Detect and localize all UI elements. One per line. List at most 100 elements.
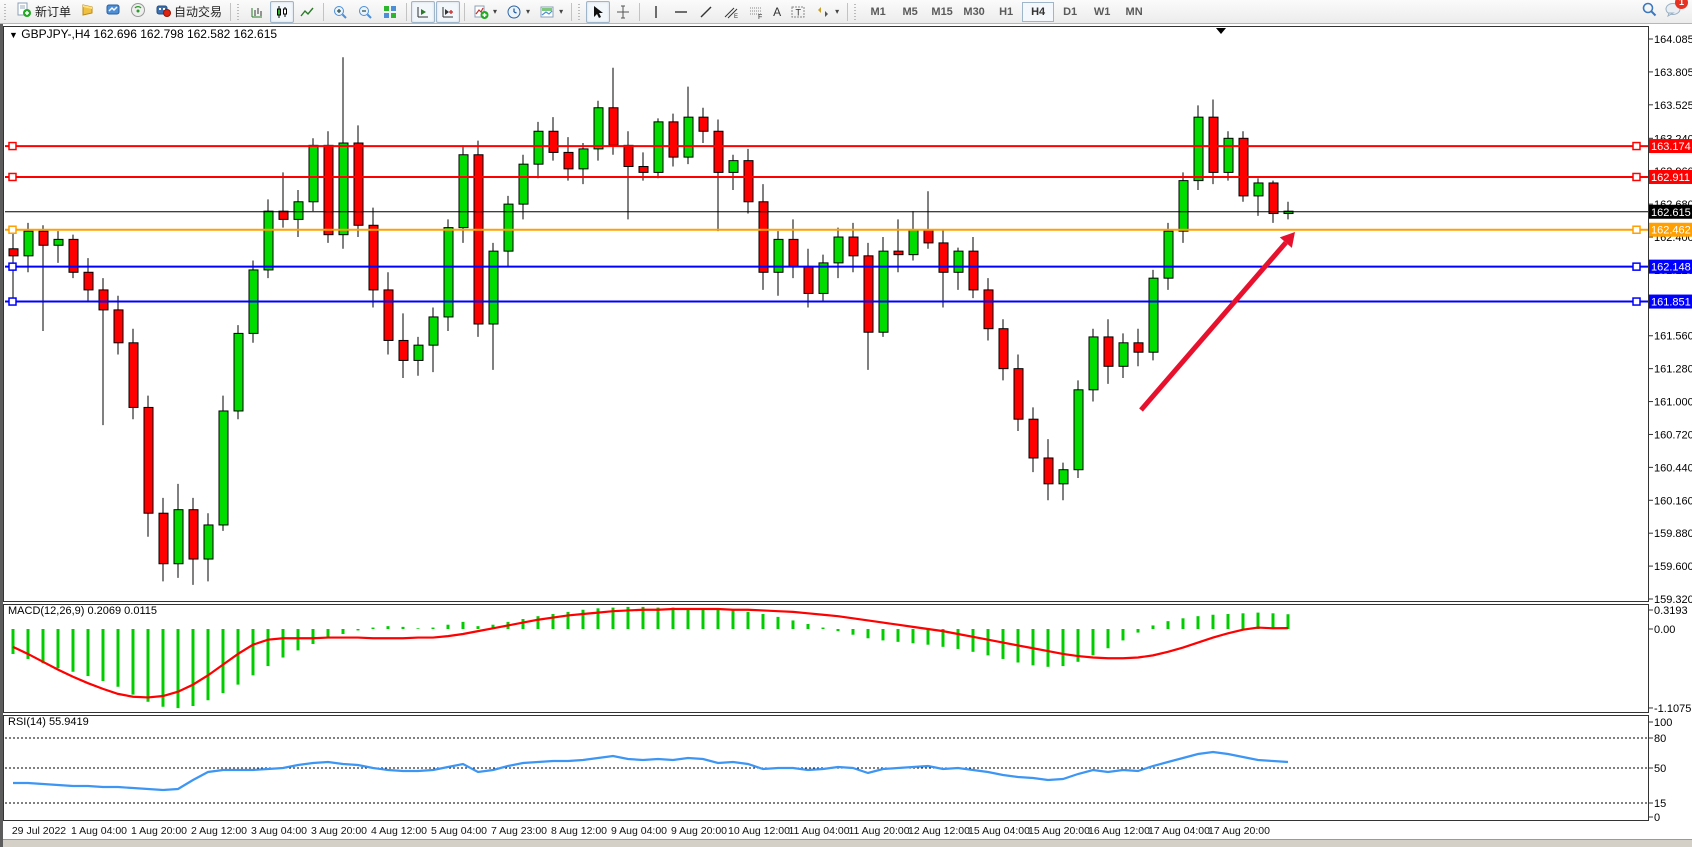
candle	[158, 512, 169, 565]
pane-frame-1	[3, 604, 1649, 713]
macd-tick-label: 0.3193	[1654, 605, 1688, 617]
line-chart-icon	[300, 7, 314, 16]
templates-button[interactable]: ▾	[535, 1, 567, 23]
profiles-button[interactable]	[76, 1, 100, 23]
zoom-in-button[interactable]	[328, 1, 352, 23]
candle	[623, 144, 634, 168]
periods-button[interactable]: ▾	[502, 1, 534, 23]
toolbar-separator	[323, 2, 325, 21]
autotrading-icon	[155, 2, 172, 21]
toolbar-drag-handle[interactable]	[854, 3, 860, 20]
chart-shift-marker[interactable]	[1216, 28, 1226, 34]
hline-handle[interactable]	[8, 141, 17, 151]
candle	[743, 160, 754, 203]
chart-collapse-icon[interactable]: ▼	[9, 30, 18, 40]
timeframe-m30[interactable]: M30	[963, 5, 985, 18]
candle	[773, 238, 784, 273]
candle	[113, 309, 124, 344]
notifications-button[interactable]: 1	[1664, 0, 1688, 22]
time-axis-label: 10 Aug 12:00	[728, 825, 790, 837]
timeframe-d1[interactable]: D1	[1063, 5, 1078, 18]
candlestick-chart-button[interactable]	[270, 0, 295, 23]
chart-canvas[interactable]: 164.085163.805163.525163.240162.960162.6…	[3, 24, 1692, 847]
fibonacci-icon: F	[750, 7, 762, 20]
line-chart-button[interactable]	[295, 1, 319, 23]
candle	[713, 130, 724, 173]
trend-arrow-head[interactable]	[1279, 232, 1295, 248]
rsi-tick-label: 50	[1654, 763, 1666, 775]
candle	[443, 227, 454, 318]
candle	[413, 344, 424, 361]
toolbar-separator	[571, 2, 573, 21]
toolbar-separator	[639, 2, 641, 21]
candle	[368, 224, 379, 291]
arrows-tool-icon	[818, 6, 829, 17]
hline-handle[interactable]	[1632, 225, 1641, 234]
autoscroll-button[interactable]	[411, 0, 436, 23]
chart-shift-button[interactable]	[436, 0, 461, 23]
candle	[1133, 342, 1144, 353]
candle	[263, 210, 274, 271]
candle	[818, 262, 829, 294]
vertical-line-button[interactable]	[644, 1, 668, 23]
hline-handle[interactable]	[1632, 141, 1641, 151]
hline-handle[interactable]	[8, 297, 17, 306]
timeframe-m15[interactable]: M15	[931, 5, 953, 18]
timeframe-m5[interactable]: M5	[902, 5, 918, 18]
price-tick-label: 160.720	[1654, 429, 1692, 441]
signals-button[interactable]	[126, 1, 150, 23]
hline-handle[interactable]	[8, 225, 17, 234]
candle	[353, 142, 364, 226]
toolbar: 新订单 自动交易	[0, 0, 1692, 24]
candle	[878, 250, 889, 333]
channel-button[interactable]: E	[719, 1, 743, 23]
crosshair-button[interactable]	[611, 1, 635, 23]
text-tool-button[interactable]: A	[769, 1, 785, 23]
candle	[1088, 336, 1099, 391]
toolbar-drag-handle[interactable]	[4, 3, 9, 20]
search-icon[interactable]	[1641, 1, 1658, 23]
candle	[788, 238, 799, 267]
indicators-button[interactable]: ▾	[469, 1, 501, 23]
trend-arrow[interactable]	[1139, 240, 1288, 412]
bar-chart-button[interactable]	[245, 1, 269, 23]
indicators-icon	[474, 5, 489, 19]
zoom-out-button[interactable]	[353, 1, 377, 23]
hline-handle[interactable]	[1632, 172, 1641, 182]
chart-window[interactable]: 164.085163.805163.525163.240162.960162.6…	[0, 24, 1692, 847]
tile-windows-button[interactable]	[378, 1, 402, 23]
hline-handle[interactable]	[1632, 262, 1641, 271]
zoom-out-icon	[359, 5, 372, 19]
timeframe-h1[interactable]: H1	[999, 5, 1014, 18]
toolbar-drag-handle[interactable]	[237, 3, 243, 20]
arrows-tool-button[interactable]: ▾	[811, 1, 843, 23]
toolbar-separator	[847, 2, 849, 21]
trendline-button[interactable]	[694, 1, 718, 23]
candle	[908, 229, 919, 256]
timeframe-w1[interactable]: W1	[1093, 5, 1111, 18]
fibonacci-button[interactable]: F	[744, 1, 768, 23]
time-axis-label: 12 Aug 12:00	[908, 825, 970, 837]
timeframe-mn[interactable]: MN	[1125, 5, 1143, 18]
label-tool-button[interactable]: T	[786, 1, 810, 23]
candle	[488, 250, 499, 325]
toolbar-drag-handle[interactable]	[578, 3, 584, 20]
autotrading-button[interactable]: 自动交易	[151, 1, 226, 23]
candle	[533, 130, 544, 165]
candle	[203, 524, 214, 560]
new-order-button[interactable]: 新订单	[12, 1, 75, 23]
time-axis-label: 3 Aug 04:00	[251, 825, 307, 837]
candle	[173, 509, 184, 565]
hline-handle[interactable]	[8, 172, 17, 182]
timeframe-h4[interactable]: H4	[1022, 1, 1055, 22]
horizontal-line-button[interactable]	[669, 1, 693, 23]
timeframe-m1[interactable]: M1	[870, 5, 886, 18]
hline-handle[interactable]	[1632, 297, 1641, 306]
candle	[518, 163, 529, 205]
hline-handle[interactable]	[8, 262, 17, 271]
terminal-button[interactable]	[101, 1, 125, 23]
time-axis-label: 29 Jul 2022	[12, 825, 66, 837]
rsi-indicator-label: RSI(14) 55.9419	[8, 716, 89, 728]
chart-shift-icon	[442, 6, 454, 17]
cursor-button[interactable]	[586, 0, 611, 23]
